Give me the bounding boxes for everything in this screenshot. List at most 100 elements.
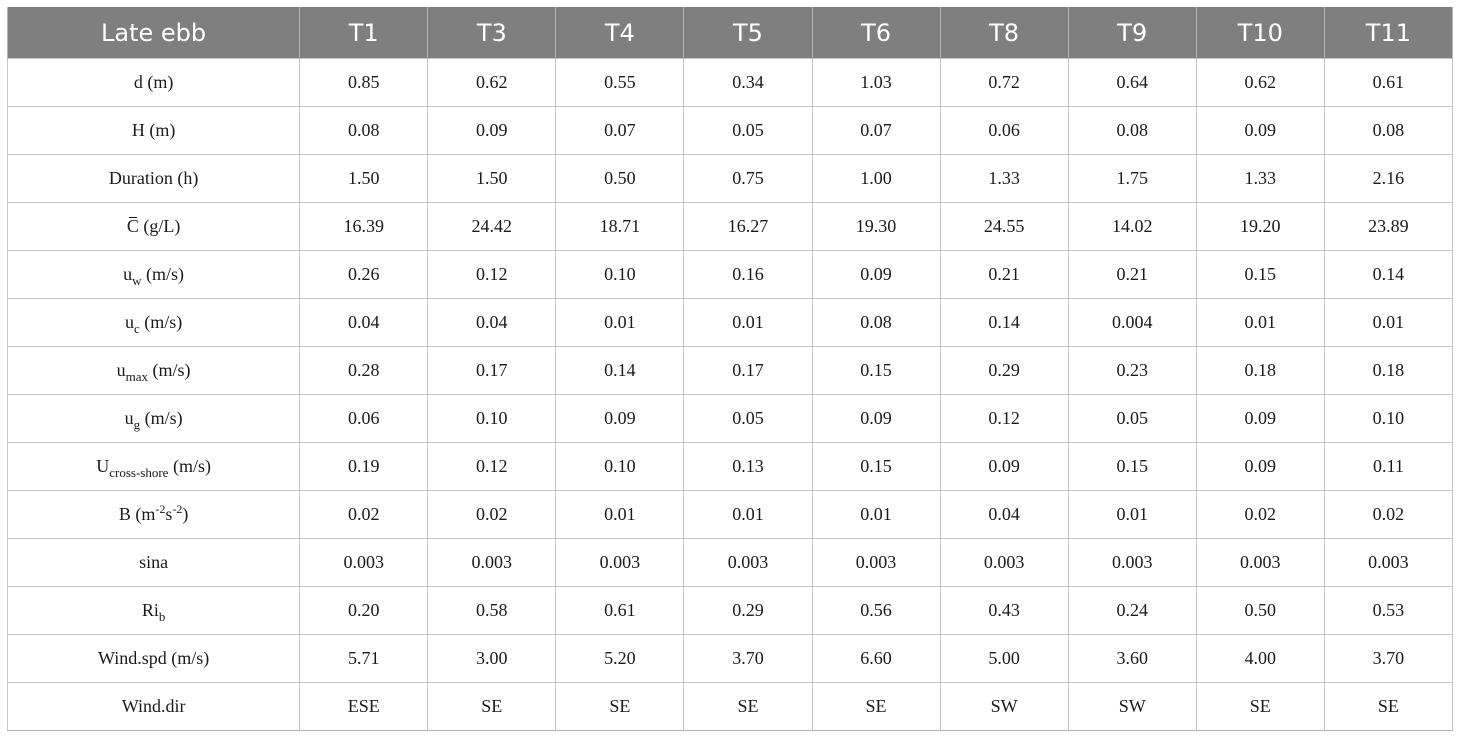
table-cell: 0.01: [683, 490, 813, 539]
table-cell: 0.18: [1323, 346, 1454, 395]
table-cell: 0.01: [1323, 298, 1454, 347]
table-cell: 5.71: [299, 634, 429, 683]
row-label: H (m): [6, 106, 301, 155]
row-label: d (m): [6, 58, 301, 107]
table-row: Wind.dir ESE SE SE SE SE SW SW SE SE: [6, 682, 1454, 731]
table-cell: 0.15: [811, 346, 941, 395]
table-cell: 0.04: [427, 298, 557, 347]
column-header: T11: [1323, 7, 1454, 59]
table-row: B (m-2s-2) 0.02 0.02 0.01 0.01 0.01 0.04 0.01 0.…: [6, 490, 1454, 539]
table-cell: 0.53: [1323, 586, 1454, 635]
table-row: Duration (h) 1.50 1.50 0.50 0.75 1.00 1.33 1.75…: [6, 154, 1454, 203]
label-symbol: Wind.spd: [97, 648, 167, 668]
table-cell: 0.01: [1195, 298, 1325, 347]
table-row: C (g/L) 16.39 24.42 18.71 16.27 19.30 24.55 14.…: [6, 202, 1454, 251]
label-symbol: B (m: [118, 504, 156, 524]
label-unit: (m/s): [140, 408, 183, 428]
table-cell: 0.18: [1195, 346, 1325, 395]
column-header: T9: [1067, 7, 1197, 59]
table-cell: 0.85: [299, 58, 429, 107]
header-row: Late ebb T1 T3 T4 T5 T6 T8 T9 T10 T11: [6, 7, 1454, 59]
table-cell: 0.01: [811, 490, 941, 539]
label-unit: (m): [144, 120, 176, 140]
table-cell: 0.08: [1067, 106, 1197, 155]
table-cell: 0.07: [555, 106, 685, 155]
table-cell: 0.64: [1067, 58, 1197, 107]
table-row: Ucross-shore (m/s) 0.19 0.12 0.10 0.13 0.15 0.…: [6, 442, 1454, 491]
table-row: Rib 0.20 0.58 0.61 0.29 0.56 0.43 0.24 0.50 0.53: [6, 586, 1454, 635]
table-cell: 0.11: [1323, 442, 1454, 491]
table-cell: 0.05: [1067, 394, 1197, 443]
label-symbol: Ri: [141, 600, 159, 620]
table-cell: 0.16: [683, 250, 813, 299]
table-cell: 0.13: [683, 442, 813, 491]
table-cell: 0.56: [811, 586, 941, 635]
table-cell: 0.15: [1195, 250, 1325, 299]
label-unit: (g/L): [138, 216, 181, 236]
table-cell: 0.50: [555, 154, 685, 203]
table-cell: 0.01: [555, 490, 685, 539]
table-cell: 0.14: [555, 346, 685, 395]
table-cell: 0.02: [427, 490, 557, 539]
table-cell: 23.89: [1323, 202, 1454, 251]
label-subscript: cross-shore: [109, 465, 169, 480]
table-cell: 3.00: [427, 634, 557, 683]
data-table: Late ebb T1 T3 T4 T5 T6 T8 T9 T10 T11 d …: [6, 7, 1454, 731]
table-cell: 1.00: [811, 154, 941, 203]
table-row: d (m) 0.85 0.62 0.55 0.34 1.03 0.72 0.64 0.62 0.6…: [6, 58, 1454, 107]
table-cell: 14.02: [1067, 202, 1197, 251]
table-cell: 0.20: [299, 586, 429, 635]
column-header: T6: [811, 7, 941, 59]
table-cell: 0.01: [683, 298, 813, 347]
table-cell: 5.00: [939, 634, 1069, 683]
table-cell: SW: [939, 682, 1069, 731]
table-cell: 0.62: [1195, 58, 1325, 107]
row-label: ug (m/s): [6, 394, 301, 443]
table-cell: 4.00: [1195, 634, 1325, 683]
table-cell: 0.15: [1067, 442, 1197, 491]
table-cell: 1.50: [427, 154, 557, 203]
table-cell: 0.17: [427, 346, 557, 395]
table-cell: 0.06: [939, 106, 1069, 155]
table-cell: 19.30: [811, 202, 941, 251]
table-cell: 0.003: [811, 538, 941, 587]
label-symbol: Duration: [108, 168, 173, 188]
table-cell: 0.09: [811, 250, 941, 299]
column-header: T3: [427, 7, 557, 59]
table-cell: 0.10: [427, 394, 557, 443]
table-cell: 6.60: [811, 634, 941, 683]
table-cell: 0.14: [939, 298, 1069, 347]
table-cell: SE: [1195, 682, 1325, 731]
label-subscript: max: [125, 369, 149, 384]
table-cell: 0.08: [1323, 106, 1454, 155]
table-cell: 0.003: [1195, 538, 1325, 587]
table-cell: 24.55: [939, 202, 1069, 251]
table-cell: 0.10: [555, 250, 685, 299]
table-cell: SE: [683, 682, 813, 731]
row-label: B (m-2s-2): [6, 490, 301, 539]
table-cell: 0.09: [1195, 394, 1325, 443]
table-cell: 0.62: [427, 58, 557, 107]
table-cell: 0.12: [427, 250, 557, 299]
table-cell: 0.04: [299, 298, 429, 347]
table-cell: 1.33: [1195, 154, 1325, 203]
table-cell: 3.70: [1323, 634, 1454, 683]
label-symbol: C: [126, 216, 139, 236]
table-cell: 0.12: [939, 394, 1069, 443]
table-cell: 1.03: [811, 58, 941, 107]
table-cell: 1.33: [939, 154, 1069, 203]
table-cell: 3.70: [683, 634, 813, 683]
table-cell: 0.003: [299, 538, 429, 587]
label-symbol: d: [133, 72, 143, 92]
table-cell: ESE: [299, 682, 429, 731]
table-cell: 0.05: [683, 394, 813, 443]
row-label: sina: [6, 538, 301, 587]
table-cell: 0.12: [427, 442, 557, 491]
table-cell: 0.01: [1067, 490, 1197, 539]
row-label: uc (m/s): [6, 298, 301, 347]
row-label: C (g/L): [6, 202, 301, 251]
table-cell: 0.10: [555, 442, 685, 491]
table-cell: 0.21: [939, 250, 1069, 299]
table-cell: 0.02: [1323, 490, 1454, 539]
table-cell: 0.55: [555, 58, 685, 107]
